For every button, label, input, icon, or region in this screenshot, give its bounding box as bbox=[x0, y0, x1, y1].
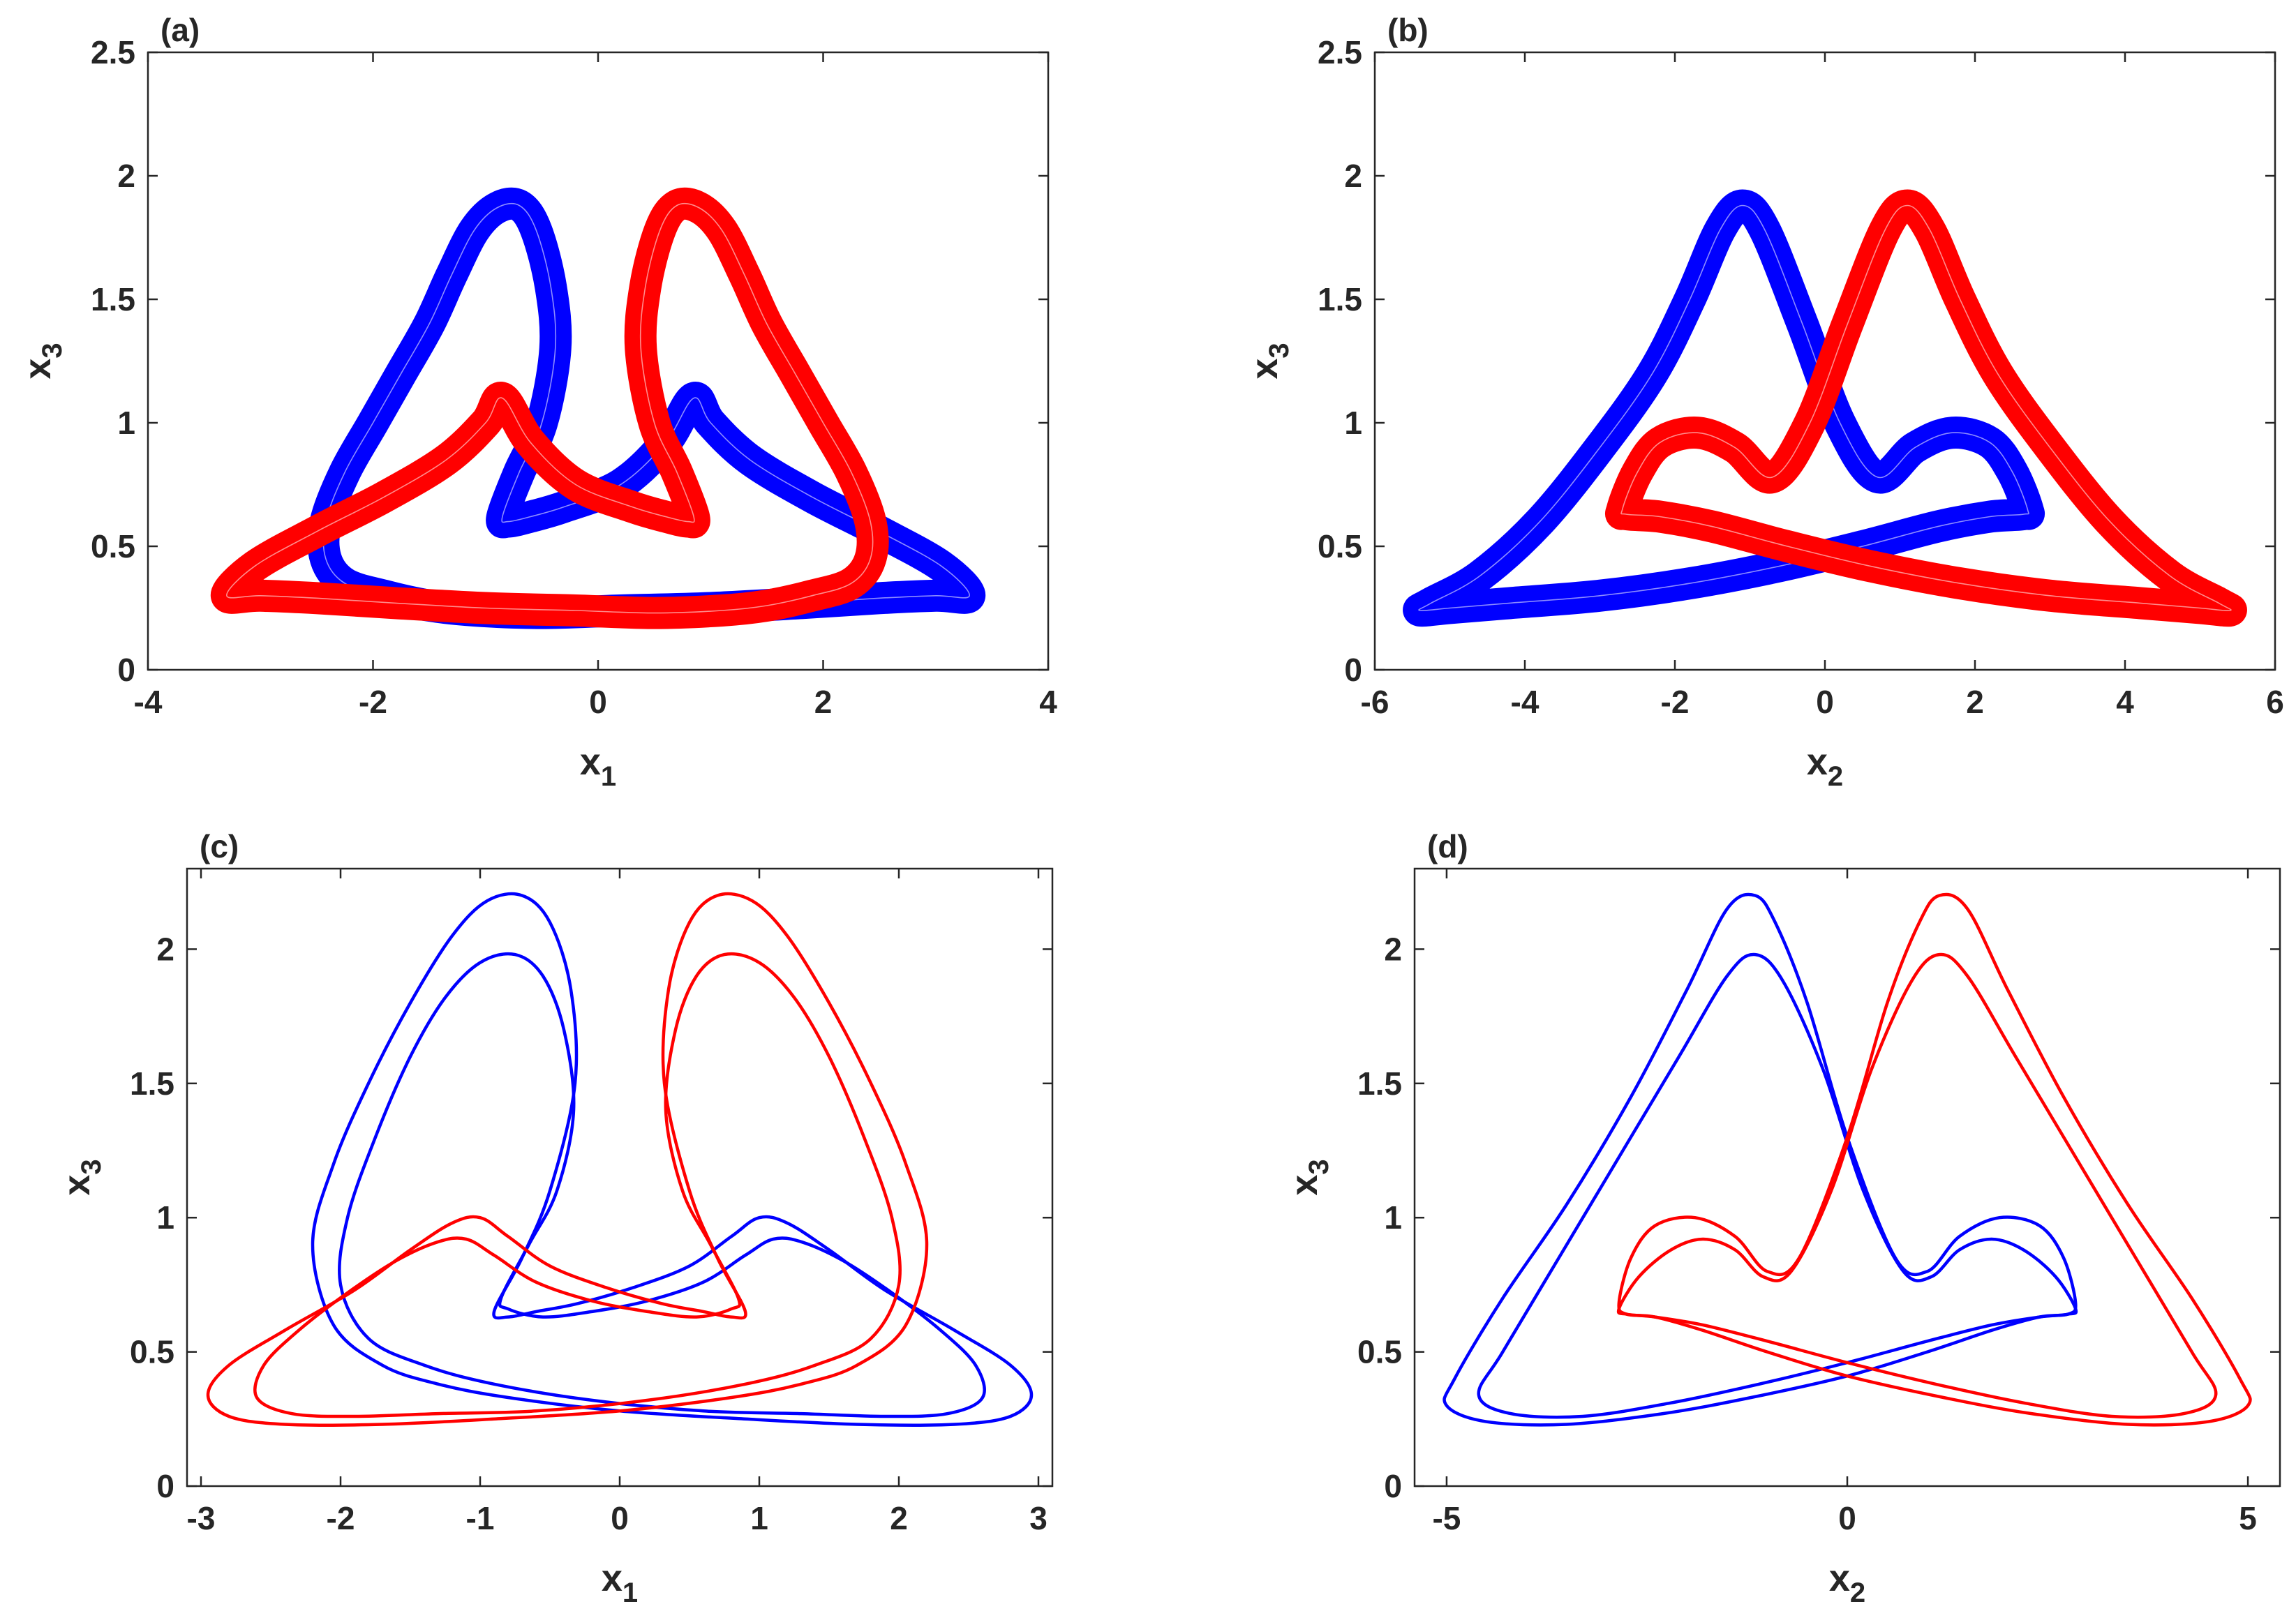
x-tick-label: -6 bbox=[1361, 684, 1389, 720]
y-tick-label: 1 bbox=[156, 1199, 174, 1236]
axes-frame bbox=[186, 867, 1054, 1488]
x-tick-label: -5 bbox=[1432, 1500, 1461, 1536]
y-axis-label: x3 bbox=[1283, 1159, 1334, 1195]
x-axis-label: x2 bbox=[1807, 741, 1843, 792]
series-2-fine-structure bbox=[1620, 204, 2232, 612]
series-2-fine-structure bbox=[226, 202, 874, 614]
x-tick-label: 5 bbox=[2239, 1500, 2257, 1536]
axes-frame bbox=[147, 51, 1050, 671]
x-tick-label: -3 bbox=[187, 1500, 216, 1536]
x-axis-label: x1 bbox=[580, 741, 616, 792]
panel-label: (d) bbox=[1427, 828, 1468, 864]
plot-area bbox=[206, 892, 1034, 1427]
plot-area bbox=[210, 187, 986, 629]
y-tick-label: 1 bbox=[1344, 405, 1362, 441]
series-1-loop-1 bbox=[1443, 892, 2078, 1427]
x-tick-label: 0 bbox=[589, 684, 607, 720]
series-2-loop-1 bbox=[1617, 892, 2252, 1427]
x-tick-label: -2 bbox=[327, 1500, 355, 1536]
y-tick-label: 0.5 bbox=[1318, 528, 1362, 564]
y-tick-label: 1.5 bbox=[91, 281, 135, 317]
y-axis-label: x3 bbox=[17, 343, 68, 379]
y-tick-label: 2 bbox=[117, 158, 135, 194]
y-tick-label: 2 bbox=[1384, 931, 1402, 967]
plot-area bbox=[1443, 892, 2252, 1427]
panel-label: (a) bbox=[161, 12, 200, 48]
y-tick-label: 0.5 bbox=[1357, 1334, 1402, 1370]
y-axis-label: x3 bbox=[1244, 343, 1295, 379]
x-tick-label: 0 bbox=[1816, 684, 1834, 720]
y-tick-label: 1.5 bbox=[1318, 281, 1362, 317]
y-tick-label: 1.5 bbox=[1357, 1065, 1402, 1102]
x-tick-label: 4 bbox=[2116, 684, 2134, 720]
panel-label: (c) bbox=[200, 828, 239, 864]
x-tick-label: 6 bbox=[2266, 684, 2284, 720]
panel-b: -6 -4 -2 0 2 4 6 0 0.5 1 1.5 2 2.5 x2 x3 (b) bbox=[1244, 12, 2284, 792]
series-1-loop-2 bbox=[1477, 952, 2078, 1419]
series-2-loop-1 bbox=[206, 892, 929, 1427]
y-tick-label: 1 bbox=[117, 405, 135, 441]
x-tick-label: 3 bbox=[1029, 1500, 1048, 1536]
x-tick-label: -4 bbox=[1511, 684, 1540, 720]
x-tick-label: 0 bbox=[611, 1500, 629, 1536]
y-tick-label: 1 bbox=[1384, 1199, 1402, 1236]
axes-frame bbox=[1413, 867, 2281, 1488]
y-tick-label: 1.5 bbox=[130, 1065, 174, 1102]
x-tick-label: -4 bbox=[134, 684, 163, 720]
y-tick-label: 2 bbox=[156, 931, 174, 967]
x-tick-label: 1 bbox=[750, 1500, 768, 1536]
x-tick-label: 0 bbox=[1838, 1500, 1856, 1536]
x-tick-label: 2 bbox=[890, 1500, 908, 1536]
y-tick-label: 2.5 bbox=[1318, 34, 1362, 70]
y-tick-label: 2.5 bbox=[91, 34, 135, 70]
x-tick-label: -2 bbox=[359, 684, 387, 720]
y-tick-label: 0 bbox=[117, 652, 135, 688]
x-tick-label: 2 bbox=[814, 684, 833, 720]
series-2-loop-2 bbox=[1616, 952, 2218, 1419]
y-axis-label: x3 bbox=[56, 1159, 107, 1195]
x-axis-label: x1 bbox=[602, 1557, 638, 1608]
plot-area bbox=[1403, 189, 2247, 627]
panel-c: -3 -2 -1 0 1 2 3 0 0.5 1 1.5 2 x1 x3 (c) bbox=[56, 828, 1054, 1608]
panel-label: (b) bbox=[1387, 12, 1429, 48]
y-tick-label: 0 bbox=[1384, 1468, 1402, 1504]
panel-a: -4 -2 0 2 4 0 0.5 1 1.5 2 2.5 x1 x3 (a) bbox=[17, 12, 1057, 792]
x-tick-label: -2 bbox=[1661, 684, 1690, 720]
y-tick-label: 0.5 bbox=[130, 1334, 174, 1370]
series-2-loop-2 bbox=[253, 952, 902, 1418]
x-axis-label: x2 bbox=[1829, 1557, 1865, 1608]
panel-d: -5 0 5 0 0.5 1 1.5 2 x2 x3 (d) bbox=[1283, 828, 2281, 1608]
y-tick-label: 0.5 bbox=[91, 528, 135, 564]
y-tick-label: 0 bbox=[1344, 652, 1362, 688]
y-tick-label: 2 bbox=[1344, 158, 1362, 194]
y-tick-label: 0 bbox=[156, 1468, 174, 1504]
x-tick-label: 4 bbox=[1039, 684, 1057, 720]
x-tick-label: 2 bbox=[1966, 684, 1984, 720]
x-tick-label: -1 bbox=[466, 1500, 495, 1536]
